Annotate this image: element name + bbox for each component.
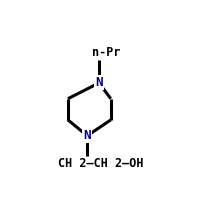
Text: CH 2—CH 2—OH: CH 2—CH 2—OH: [58, 157, 143, 170]
Text: N: N: [83, 129, 91, 142]
Text: n-Pr: n-Pr: [92, 46, 121, 59]
Text: N: N: [95, 76, 103, 89]
